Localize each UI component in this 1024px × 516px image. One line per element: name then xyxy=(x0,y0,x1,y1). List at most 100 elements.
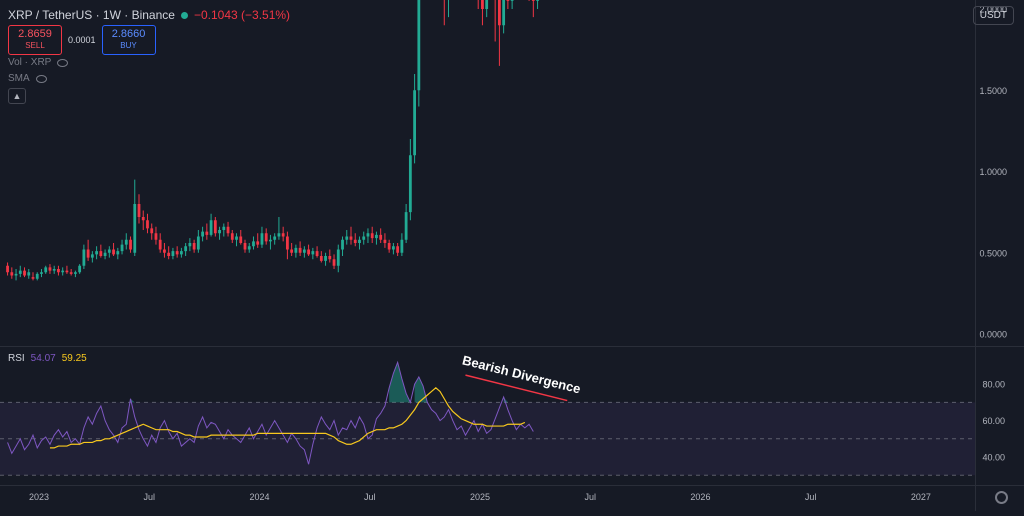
candle[interactable] xyxy=(78,264,82,274)
candle[interactable] xyxy=(336,244,340,273)
candle[interactable] xyxy=(383,233,387,248)
eye-hidden-icon[interactable] xyxy=(35,74,47,83)
volume-indicator[interactable]: Vol · XRP xyxy=(8,57,69,68)
candle[interactable] xyxy=(404,204,408,243)
candle[interactable] xyxy=(375,231,378,245)
candle[interactable] xyxy=(95,246,98,260)
candle[interactable] xyxy=(319,251,323,263)
candle[interactable] xyxy=(353,233,357,247)
candle[interactable] xyxy=(341,236,344,257)
candle[interactable] xyxy=(247,243,251,253)
candle[interactable] xyxy=(61,267,65,276)
candle[interactable] xyxy=(366,228,370,243)
candle[interactable] xyxy=(213,217,217,237)
candle[interactable] xyxy=(57,265,60,276)
currency-selector[interactable]: USDT xyxy=(972,6,1014,25)
candle[interactable] xyxy=(370,226,374,243)
candle[interactable] xyxy=(277,217,281,240)
candle[interactable] xyxy=(27,269,31,279)
candle[interactable] xyxy=(239,230,243,245)
candle[interactable] xyxy=(235,233,238,247)
candle[interactable] xyxy=(443,0,446,26)
candle[interactable] xyxy=(103,249,107,260)
candle[interactable] xyxy=(502,0,506,34)
candle[interactable] xyxy=(324,252,327,266)
candle[interactable] xyxy=(218,226,221,240)
candle[interactable] xyxy=(226,221,230,237)
candle[interactable] xyxy=(294,244,298,258)
candle[interactable] xyxy=(146,213,149,234)
candle[interactable] xyxy=(82,244,86,269)
candle[interactable] xyxy=(40,269,43,278)
candle[interactable] xyxy=(116,247,120,260)
candle[interactable] xyxy=(264,228,268,245)
candle[interactable] xyxy=(498,0,501,66)
candle[interactable] xyxy=(286,231,289,260)
candle[interactable] xyxy=(392,243,395,255)
candle[interactable] xyxy=(396,243,400,256)
candle[interactable] xyxy=(10,267,14,279)
eye-hidden-icon[interactable] xyxy=(57,58,69,67)
sma-indicator[interactable]: SMA xyxy=(8,73,47,84)
divergence-trendline[interactable] xyxy=(465,374,568,402)
candle[interactable] xyxy=(48,264,52,274)
candle[interactable] xyxy=(307,244,310,256)
symbol-title[interactable]: XRP / TetherUS · 1W · Binance xyxy=(8,8,175,22)
candle[interactable] xyxy=(133,179,137,256)
candle[interactable] xyxy=(481,0,484,26)
candle[interactable] xyxy=(494,0,497,42)
buy-button[interactable]: 2.8660 BUY xyxy=(101,25,156,55)
candle[interactable] xyxy=(175,246,179,258)
candle[interactable] xyxy=(201,226,204,242)
candle[interactable] xyxy=(158,233,162,253)
candle[interactable] xyxy=(31,272,35,281)
candle[interactable] xyxy=(171,247,175,260)
candle[interactable] xyxy=(188,238,192,252)
sell-button[interactable]: 2.8659 SELL xyxy=(8,25,62,55)
candle[interactable] xyxy=(112,243,115,256)
rsi-ma-line[interactable] xyxy=(49,387,526,449)
candle[interactable] xyxy=(120,239,124,255)
rsi-label[interactable]: RSI xyxy=(8,353,25,364)
candle[interactable] xyxy=(99,244,103,258)
candle[interactable] xyxy=(252,236,255,250)
candle[interactable] xyxy=(14,269,18,281)
candle[interactable] xyxy=(184,243,188,256)
candle[interactable] xyxy=(362,231,366,245)
candle[interactable] xyxy=(141,210,145,231)
candle[interactable] xyxy=(345,230,349,245)
candle[interactable] xyxy=(298,241,302,256)
candle[interactable] xyxy=(163,243,166,258)
candle[interactable] xyxy=(485,0,489,18)
candle[interactable] xyxy=(180,247,183,258)
candle[interactable] xyxy=(6,262,9,276)
candle[interactable] xyxy=(302,246,306,258)
candle[interactable] xyxy=(273,233,277,245)
rsi-line[interactable] xyxy=(7,360,534,465)
candle[interactable] xyxy=(86,239,90,261)
candle[interactable] xyxy=(328,249,332,263)
candle[interactable] xyxy=(90,251,94,263)
collapse-legend-button[interactable]: ▲ xyxy=(8,88,26,104)
candle[interactable] xyxy=(137,194,141,224)
candle[interactable] xyxy=(124,233,128,250)
candle[interactable] xyxy=(18,265,22,278)
candle[interactable] xyxy=(65,265,69,274)
candle[interactable] xyxy=(315,246,319,258)
candle[interactable] xyxy=(209,213,213,237)
candle[interactable] xyxy=(167,246,171,260)
candle[interactable] xyxy=(311,247,315,260)
candle[interactable] xyxy=(379,228,383,243)
candle[interactable] xyxy=(506,0,510,9)
candle[interactable] xyxy=(256,233,260,248)
candle[interactable] xyxy=(387,239,391,253)
candle[interactable] xyxy=(69,269,73,276)
candle[interactable] xyxy=(531,0,535,18)
candle[interactable] xyxy=(222,223,226,237)
candle[interactable] xyxy=(260,226,264,248)
candle[interactable] xyxy=(349,226,353,245)
candle[interactable] xyxy=(408,139,412,221)
candle[interactable] xyxy=(52,265,56,274)
candle[interactable] xyxy=(269,234,272,250)
